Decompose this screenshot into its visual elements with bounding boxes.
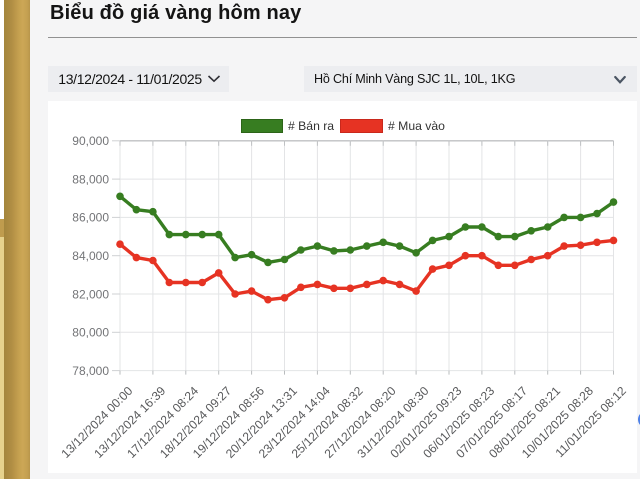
svg-text:90,000: 90,000 (72, 134, 109, 148)
svg-text:80,000: 80,000 (72, 326, 109, 340)
svg-text:78,000: 78,000 (72, 364, 109, 378)
svg-text:88,000: 88,000 (72, 172, 109, 186)
svg-text:86,000: 86,000 (72, 211, 109, 225)
svg-text:82,000: 82,000 (72, 287, 109, 301)
svg-text:84,000: 84,000 (72, 249, 109, 263)
